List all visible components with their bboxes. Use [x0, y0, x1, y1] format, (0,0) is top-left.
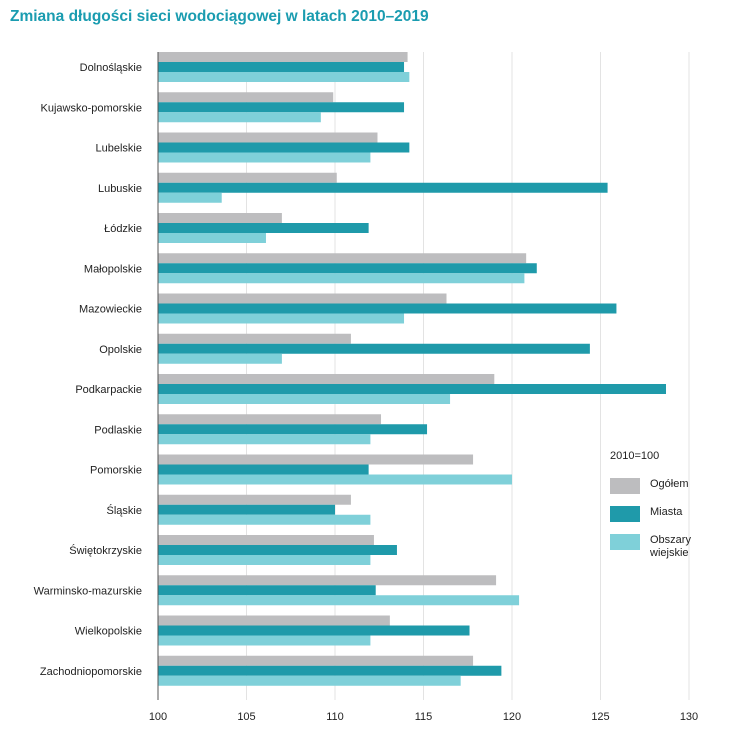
category-label: Wielkopolskie	[75, 626, 142, 638]
bar-ogolem	[158, 655, 474, 666]
bar-miasta	[158, 263, 537, 274]
x-tick-label: 125	[591, 711, 609, 723]
bar-obszary-wiejskie	[158, 233, 266, 243]
category-label: Lubelskie	[96, 143, 142, 155]
bar-ogolem	[158, 172, 337, 183]
bar-ogolem	[158, 615, 390, 626]
bar-miasta	[158, 102, 405, 113]
category-label: Lubuskie	[98, 183, 142, 195]
bar-obszary-wiejskie	[158, 595, 520, 606]
x-tick-label: 105	[237, 711, 255, 723]
bar-obszary-wiejskie	[158, 514, 371, 525]
bar-obszary-wiejskie	[158, 192, 222, 203]
bar-obszary-wiejskie	[158, 474, 512, 485]
legend-title: 2010=100	[610, 450, 660, 462]
bar-miasta	[158, 665, 502, 676]
legend-label-obszary-wiejskie: Obszary wiejskie	[650, 534, 691, 559]
category-label: Małopolskie	[84, 263, 142, 275]
bar-miasta	[158, 223, 369, 233]
x-tick-label: 130	[680, 711, 698, 723]
bar-ogolem	[158, 293, 447, 304]
category-label: Śląskie	[107, 504, 142, 517]
category-label: Mazowieckie	[79, 304, 142, 316]
category-label: Kujawsko-pomorskie	[41, 102, 142, 114]
legend-label-ogolem: Ogółem	[650, 478, 689, 490]
bar-ogolem	[158, 494, 351, 505]
legend-item-ogolem: Ogółem	[610, 478, 710, 494]
bar-miasta	[158, 625, 470, 636]
bar-ogolem	[158, 374, 495, 384]
bar-miasta	[158, 303, 617, 314]
legend-swatch-obszary-wiejskie	[610, 534, 640, 550]
bar-ogolem	[158, 454, 474, 465]
bar-ogolem	[158, 535, 374, 545]
bar-miasta	[158, 343, 590, 354]
bar-ogolem	[158, 253, 527, 264]
category-label: Zachodniopomorskie	[40, 666, 142, 678]
bar-ogolem	[158, 213, 282, 223]
bar-miasta	[158, 182, 608, 193]
legend-item-obszary-wiejskie: Obszary wiejskie	[610, 534, 710, 560]
bar-obszary-wiejskie	[158, 394, 451, 404]
category-label: Podlaskie	[94, 424, 142, 436]
bar-ogolem	[158, 575, 497, 586]
legend-label-miasta: Miasta	[650, 506, 683, 518]
bar-miasta	[158, 545, 397, 555]
bar-miasta	[158, 504, 335, 515]
bar-obszary-wiejskie	[158, 353, 282, 364]
bar-ogolem	[158, 132, 378, 143]
bar-obszary-wiejskie	[158, 72, 410, 82]
bar-ogolem	[158, 92, 334, 103]
category-label: Pomorskie	[90, 465, 142, 477]
category-label: Dolnośląskie	[80, 62, 142, 74]
category-label: Opolskie	[99, 344, 142, 356]
bar-obszary-wiejskie	[158, 434, 371, 445]
bar-miasta	[158, 424, 428, 435]
bar-miasta	[158, 384, 666, 394]
bar-obszary-wiejskie	[158, 555, 371, 565]
x-tick-label: 110	[326, 711, 344, 723]
x-tick-label: 100	[149, 711, 167, 723]
legend: 2010=100 Ogółem Miasta Obszary wiejskie	[610, 450, 710, 572]
bar-ogolem	[158, 333, 351, 344]
legend-swatch-miasta	[610, 506, 640, 522]
category-label: Świętokrzyskie	[69, 544, 142, 557]
bar-obszary-wiejskie	[158, 273, 525, 284]
x-tick-label: 115	[415, 711, 433, 723]
bar-obszary-wiejskie	[158, 112, 321, 123]
category-label: Podkarpackie	[75, 384, 142, 396]
bar-obszary-wiejskie	[158, 675, 461, 686]
bar-obszary-wiejskie	[158, 635, 371, 646]
bar-miasta	[158, 464, 369, 475]
bar-miasta	[158, 585, 376, 596]
bar-ogolem	[158, 414, 382, 425]
category-label: Łódzkie	[104, 223, 142, 235]
category-label: Warminsko-mazurskie	[34, 585, 142, 597]
bar-ogolem	[158, 52, 408, 62]
bar-miasta	[158, 142, 410, 153]
legend-swatch-ogolem	[610, 478, 640, 494]
bar-miasta	[158, 62, 405, 72]
x-tick-label: 120	[503, 711, 521, 723]
chart-title: Zmiana długości sieci wodociągowej w lat…	[10, 8, 429, 25]
bar-obszary-wiejskie	[158, 152, 371, 163]
bar-obszary-wiejskie	[158, 313, 405, 324]
legend-item-miasta: Miasta	[610, 506, 710, 522]
